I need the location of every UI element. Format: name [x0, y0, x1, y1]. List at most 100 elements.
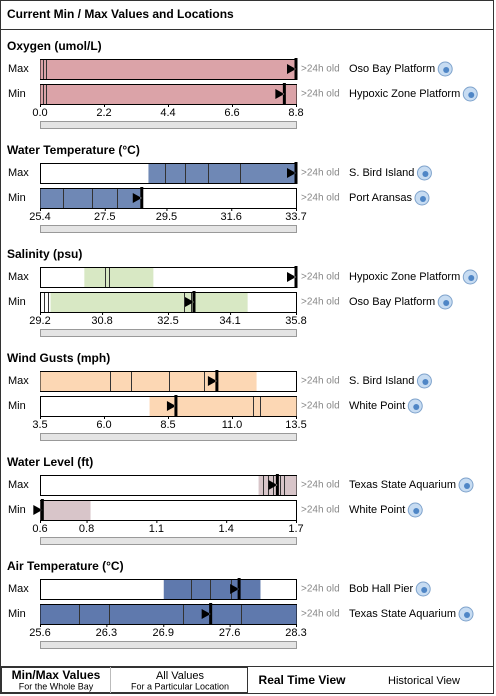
tick-label: 30.8 [91, 315, 112, 327]
tick-label: 2.2 [96, 107, 111, 119]
range-fill [40, 372, 257, 391]
range-fill [40, 605, 297, 624]
location-icon-core[interactable] [464, 483, 471, 489]
tick-label: 31.6 [221, 211, 242, 223]
tick-label: 11.0 [222, 419, 243, 431]
location-icon-core[interactable] [443, 300, 450, 306]
value-marker [201, 603, 213, 625]
tick-label: 34.1 [219, 315, 240, 327]
tick-label: 25.6 [29, 627, 50, 639]
value-marker [132, 187, 144, 209]
location-icon-core[interactable] [468, 275, 475, 281]
tick-label: 0.0 [32, 107, 47, 119]
row-label: Min [8, 88, 26, 100]
nav-tab-subtitle[interactable]: For the Whole Bay [19, 681, 94, 691]
tick-label: 8.8 [288, 107, 303, 119]
location-name: White Point [349, 400, 405, 412]
age-text: >24h old [301, 505, 340, 516]
location-name: S. Bird Island [349, 375, 414, 387]
tick-label: 0.8 [79, 523, 94, 535]
location-icon-core[interactable] [413, 404, 420, 410]
location-icon-core[interactable] [443, 67, 450, 73]
tick-label: 29.5 [156, 211, 177, 223]
panel-title: Water Temperature (°C) [7, 143, 140, 157]
tick-label: 33.7 [285, 211, 306, 223]
tick-label: 26.9 [153, 627, 174, 639]
nav-tab-title[interactable]: Real Time View [259, 673, 347, 687]
tick-label: 6.0 [96, 419, 111, 431]
tick-label: 6.6 [224, 107, 239, 119]
scroll-track [40, 641, 297, 649]
panel-title: Air Temperature (°C) [7, 559, 124, 573]
tick-label: 1.7 [288, 523, 303, 535]
scroll-track [40, 537, 297, 545]
location-name: White Point [349, 504, 405, 516]
value-marker [287, 58, 298, 80]
range-fill [50, 293, 248, 312]
panel-title: Oxygen (umol/L) [7, 39, 102, 53]
value-marker [230, 578, 241, 600]
nav-tab-title[interactable]: All Values [156, 670, 205, 682]
row-label: Max [8, 63, 29, 75]
location-name: Oso Bay Platform [349, 63, 435, 75]
nav-tab-title[interactable]: Historical View [388, 675, 460, 687]
nav-tab-subtitle[interactable]: For a Particular Location [131, 681, 229, 691]
range-fill [148, 164, 297, 183]
bar-frame [40, 475, 297, 496]
nav-tab-title[interactable]: Min/Max Values [12, 668, 101, 682]
tick-label: 8.5 [160, 419, 175, 431]
range-fill [40, 85, 297, 104]
header-box [0, 0, 494, 30]
scroll-track [40, 329, 297, 337]
location-icon-core[interactable] [422, 379, 429, 385]
value-marker [184, 291, 196, 313]
row-label: Min [8, 504, 26, 516]
tick-label: 0.6 [32, 523, 47, 535]
tick-label: 28.3 [285, 627, 306, 639]
tick-label: 1.1 [149, 523, 164, 535]
panel-title: Water Level (ft) [7, 455, 93, 469]
bar-frame [40, 267, 297, 288]
location-name: Oso Bay Platform [349, 296, 435, 308]
panel-title: Wind Gusts (mph) [7, 351, 110, 365]
age-text: >24h old [301, 376, 340, 387]
age-text: >24h old [301, 584, 340, 595]
tick-label: 1.4 [219, 523, 234, 535]
location-name: Port Aransas [349, 192, 412, 204]
location-name: S. Bird Island [349, 167, 414, 179]
nav-group-box [1, 667, 248, 693]
row-label: Min [8, 296, 26, 308]
tick-label: 35.8 [285, 315, 306, 327]
location-name: Texas State Aquarium [349, 608, 456, 620]
value-marker [275, 83, 286, 105]
location-icon-core[interactable] [421, 587, 428, 593]
value-marker [207, 370, 219, 392]
row-label: Min [8, 192, 26, 204]
age-text: >24h old [301, 272, 340, 283]
location-icon-core[interactable] [413, 508, 420, 514]
tick-label: 13.5 [285, 419, 306, 431]
age-text: >24h old [301, 480, 340, 491]
value-marker [287, 266, 298, 288]
location-icon-core[interactable] [419, 196, 426, 202]
row-label: Max [8, 271, 29, 283]
value-marker [287, 162, 298, 184]
location-name: Hypoxic Zone Platform [349, 271, 460, 283]
age-text: >24h old [301, 89, 340, 100]
location-name: Texas State Aquarium [349, 479, 456, 491]
location-icon-core[interactable] [464, 612, 471, 618]
row-label: Min [8, 400, 26, 412]
range-fill [40, 189, 141, 208]
panel-title: Salinity (psu) [7, 247, 82, 261]
range-fill [40, 60, 297, 79]
row-label: Max [8, 583, 29, 595]
location-icon-core[interactable] [468, 92, 475, 98]
row-label: Min [8, 608, 26, 620]
value-marker [166, 395, 178, 417]
location-icon-core[interactable] [422, 171, 429, 177]
range-fill [163, 580, 261, 599]
tick-label: 27.6 [219, 627, 240, 639]
range-fill [40, 501, 91, 520]
age-text: >24h old [301, 609, 340, 620]
tick-label: 32.5 [157, 315, 178, 327]
